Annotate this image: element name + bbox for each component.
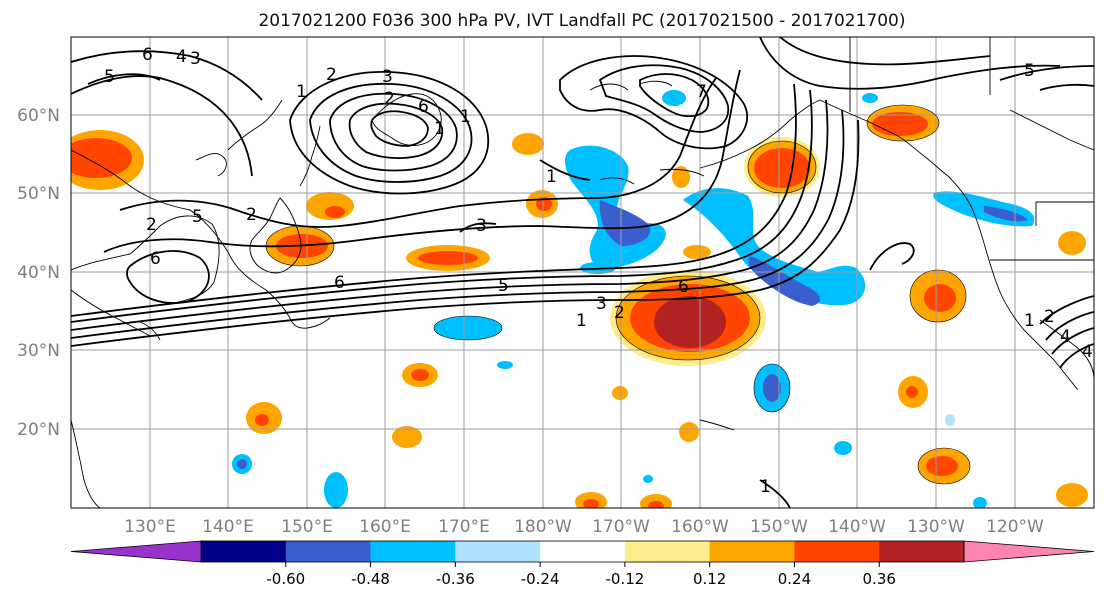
colorbar-box <box>624 541 711 562</box>
contour-label: 6 <box>150 249 161 269</box>
contour-label: 3 <box>382 67 393 87</box>
contour-label: 6 <box>142 45 153 65</box>
colorbar-tick-label: -0.12 <box>605 570 644 588</box>
lon-label: 130°E <box>124 517 176 537</box>
contour-label: 6 <box>678 277 689 297</box>
colorbar-extend-high <box>963 540 1095 563</box>
colorbar-boxes <box>70 540 1095 563</box>
lon-label: 180°W <box>514 517 572 537</box>
colorbar-tick-label: -0.24 <box>521 570 560 588</box>
contour-label: 1 <box>546 167 557 187</box>
contour-label: 2 <box>326 65 337 85</box>
lat-label: 50°N <box>17 184 60 204</box>
colorbar-outline <box>200 540 965 563</box>
lat-label: 30°N <box>17 341 60 361</box>
map-frame <box>70 36 1095 509</box>
contour-label: 1 <box>434 119 445 139</box>
pv-contours <box>71 37 1094 508</box>
lat-label: 60°N <box>17 106 60 126</box>
lon-label: 120°W <box>986 517 1044 537</box>
contour-label: 2 <box>246 205 257 225</box>
colorbar-tick-label: -0.36 <box>436 570 475 588</box>
colorbar-box <box>285 541 372 562</box>
contour-label: 6 <box>418 97 429 117</box>
contour-label: 5 <box>192 207 203 227</box>
contour-label: 3 <box>596 294 607 314</box>
contour-label: 2 <box>1044 307 1055 327</box>
contour-label: 4 <box>176 47 187 67</box>
contour-label: 2 <box>146 215 157 235</box>
lat-label: 20°N <box>17 420 60 440</box>
colorbar-tick-label: -0.48 <box>351 570 390 588</box>
lon-label: 130°W <box>907 517 965 537</box>
contour-labels: 1 2 3 5 6 3 2 1 6 5 4 3 6 3 2 5 6 1 2 2 … <box>104 45 1093 497</box>
colorbar-box <box>794 541 880 562</box>
contour-label: 7 <box>696 82 707 102</box>
contour-label: 2 <box>384 89 395 109</box>
contour-label: 1 <box>1024 311 1035 331</box>
colorbar-ticks: -0.60 -0.48 -0.36 -0.24 -0.12 0.12 0.24 0.36 <box>266 562 896 588</box>
colorbar-box <box>370 541 456 562</box>
colorbar-box <box>709 541 795 562</box>
contour-label: 4 <box>1082 342 1093 362</box>
anomaly-outlines <box>265 104 971 485</box>
pv-anomaly-shading <box>71 90 1088 508</box>
lon-label: 170°W <box>592 517 650 537</box>
contour-label: 1 <box>576 311 587 331</box>
lon-label: 160°E <box>359 517 411 537</box>
contour-label: 6 <box>334 273 345 293</box>
lon-label: 140°E <box>202 517 254 537</box>
colorbar-tick-label: 0.36 <box>863 570 896 588</box>
colorbar-box <box>879 541 965 562</box>
contour-label: 4 <box>1060 327 1071 347</box>
lon-label: 150°W <box>750 517 808 537</box>
contour-label: 5 <box>498 276 509 296</box>
longitude-labels: 130°E 140°E 150°E 160°E 170°E 180°W 170°… <box>124 517 1044 537</box>
colorbar-tick-label: 0.24 <box>778 570 811 588</box>
contour-label: 5 <box>104 67 115 87</box>
lon-label: 170°E <box>438 517 490 537</box>
contour-label: 3 <box>190 49 201 69</box>
contour-label: 1 <box>296 82 307 102</box>
colorbar-tick-label: -0.60 <box>266 570 305 588</box>
coastlines <box>71 37 1094 508</box>
contour-label: 2 <box>614 303 625 323</box>
contour-label: 1 <box>760 477 771 497</box>
lon-label: 150°E <box>281 517 333 537</box>
lon-label: 140°W <box>828 517 886 537</box>
contour-label: 3 <box>476 216 487 236</box>
colorbar-tick-label: 0.12 <box>693 570 726 588</box>
map-title: 2017021200 F036 300 hPa PV, IVT Landfall… <box>258 11 905 31</box>
colorbar-extend-low <box>70 540 202 563</box>
contour-label: 5 <box>1024 61 1035 81</box>
colorbar-box <box>201 541 287 562</box>
contour-label: 1 <box>460 107 471 127</box>
latitude-labels: 60°N 50°N 40°N 30°N 20°N <box>17 106 60 440</box>
colorbar-box <box>455 541 541 562</box>
lon-label: 160°W <box>671 517 729 537</box>
colorbar-box <box>540 541 626 562</box>
lat-label: 40°N <box>17 263 60 283</box>
